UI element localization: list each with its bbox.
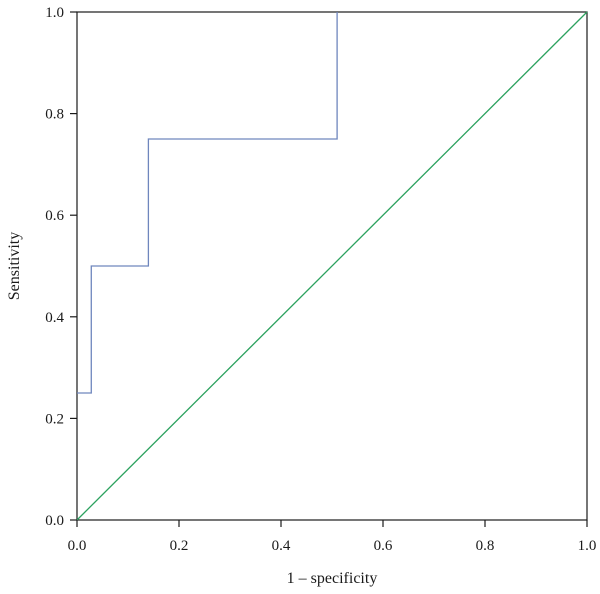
x-axis-title: 1 – specificity [287, 570, 378, 587]
axes: 0.0 0.2 0.4 0.6 0.8 1.0 0.0 0.2 0.4 0.6 0.8 1.0 [45, 5, 596, 554]
series-group [76, 11, 588, 521]
y-tick-label: 0.4 [45, 310, 64, 326]
x-tick-label: 0.8 [476, 538, 495, 554]
y-tick-label: 1.0 [45, 5, 64, 21]
plot-frame [76, 11, 588, 521]
x-tick-label: 0.4 [272, 538, 291, 554]
y-axis-title: Sensitivity [6, 232, 23, 300]
plot-area [76, 11, 588, 521]
y-tick-label: 0.2 [45, 411, 64, 427]
reference-diagonal-line [76, 11, 588, 521]
x-tick-label: 0.6 [374, 538, 393, 554]
x-tick-label: 0.0 [68, 538, 87, 554]
x-tick-label: 1.0 [578, 538, 597, 554]
y-tick-label: 0.0 [45, 513, 64, 529]
roc-curve-line [77, 12, 338, 394]
y-tick-label: 0.6 [45, 208, 64, 224]
y-tick-label: 0.8 [45, 107, 64, 123]
x-tick-label: 0.2 [170, 538, 189, 554]
